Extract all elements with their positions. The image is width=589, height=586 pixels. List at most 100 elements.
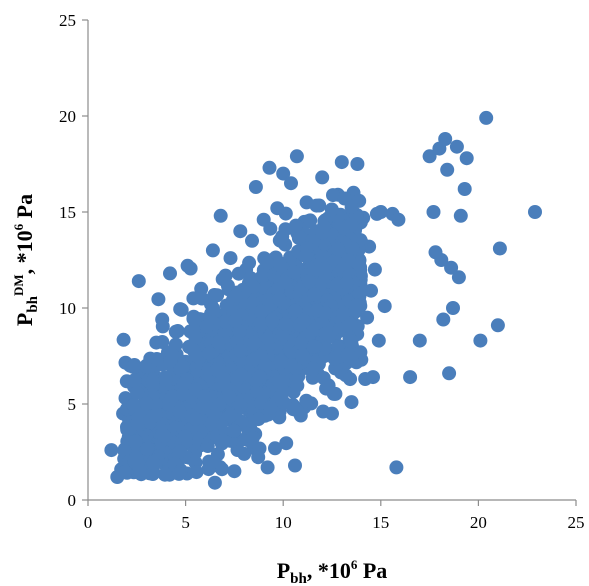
y-tick-label: 10 <box>59 299 76 318</box>
data-point <box>245 233 259 248</box>
data-point <box>202 346 217 361</box>
data-point <box>220 278 235 293</box>
data-point <box>324 202 339 217</box>
data-point <box>438 132 453 146</box>
data-point <box>278 317 293 331</box>
data-point <box>250 384 265 399</box>
data-point <box>223 251 238 266</box>
data-point <box>131 274 146 289</box>
data-point <box>446 301 460 315</box>
data-point <box>490 318 505 333</box>
data-point <box>168 337 183 352</box>
x-tick-label: 15 <box>372 513 389 532</box>
data-point <box>145 374 160 389</box>
data-point <box>128 434 143 449</box>
data-point <box>339 275 354 290</box>
data-point <box>276 384 291 399</box>
data-point <box>289 149 304 164</box>
data-point <box>442 366 457 381</box>
data-point <box>412 333 427 348</box>
data-point <box>242 255 257 270</box>
data-point <box>272 292 287 307</box>
data-point <box>276 166 291 181</box>
data-point <box>245 431 260 445</box>
data-point <box>129 450 144 465</box>
data-point <box>188 330 203 345</box>
data-point <box>318 306 333 320</box>
data-point <box>292 230 307 245</box>
data-point <box>316 404 331 419</box>
data-point <box>349 298 364 313</box>
data-point <box>130 416 145 431</box>
data-point <box>173 302 188 317</box>
y-tick-label: 0 <box>68 491 77 510</box>
data-point <box>318 326 333 341</box>
data-point <box>117 465 132 480</box>
data-point <box>254 304 269 319</box>
data-point <box>233 343 248 358</box>
data-point <box>278 206 293 221</box>
data-point <box>145 467 160 481</box>
data-point <box>158 372 173 387</box>
data-point <box>305 361 320 376</box>
data-point <box>457 182 472 196</box>
data-point <box>343 316 358 331</box>
data-point <box>260 460 275 475</box>
data-point <box>263 221 278 236</box>
data-point <box>295 348 310 363</box>
data-point <box>227 423 241 438</box>
data-point <box>440 162 455 177</box>
data-point <box>341 347 356 362</box>
data-point <box>306 339 321 354</box>
data-point <box>436 312 451 327</box>
data-point <box>168 324 183 339</box>
data-point <box>290 378 305 393</box>
data-point <box>284 176 298 191</box>
data-point <box>479 110 494 125</box>
y-tick-label: 5 <box>68 395 77 414</box>
data-point <box>298 249 313 264</box>
data-point <box>157 467 172 482</box>
data-point <box>344 199 359 214</box>
data-point <box>231 266 246 281</box>
data-point <box>459 151 474 166</box>
y-tick-label: 20 <box>59 107 76 126</box>
data-point <box>252 369 267 384</box>
data-point <box>104 443 119 458</box>
x-tick-label: 5 <box>181 513 190 532</box>
data-point <box>287 265 301 280</box>
data-point <box>186 311 201 326</box>
data-point <box>273 354 288 369</box>
data-point <box>444 260 459 275</box>
data-point <box>261 331 276 346</box>
data-point <box>275 327 290 342</box>
data-point <box>157 429 172 444</box>
data-point <box>422 149 437 164</box>
data-point <box>492 241 507 256</box>
data-point <box>199 319 214 334</box>
data-point <box>302 274 317 289</box>
data-point <box>223 408 238 423</box>
data-point <box>288 303 303 318</box>
data-point <box>255 269 269 284</box>
y-axis-title: PbhDM, *106 Pa <box>11 194 41 326</box>
data-point <box>146 455 161 470</box>
data-point <box>210 288 225 303</box>
data-point <box>389 460 404 475</box>
data-point <box>403 370 418 385</box>
data-point <box>326 386 341 401</box>
data-point <box>258 357 273 372</box>
data-point <box>172 466 186 481</box>
x-tick-label: 20 <box>470 513 487 532</box>
data-point <box>344 217 359 232</box>
data-point <box>350 157 365 171</box>
data-point <box>279 436 294 451</box>
data-point <box>377 299 392 314</box>
data-point <box>316 219 331 234</box>
data-point <box>373 205 388 219</box>
data-point <box>449 139 464 154</box>
data-point <box>163 266 177 281</box>
data-point <box>233 224 248 239</box>
data-point <box>206 301 221 316</box>
data-point <box>232 324 247 339</box>
